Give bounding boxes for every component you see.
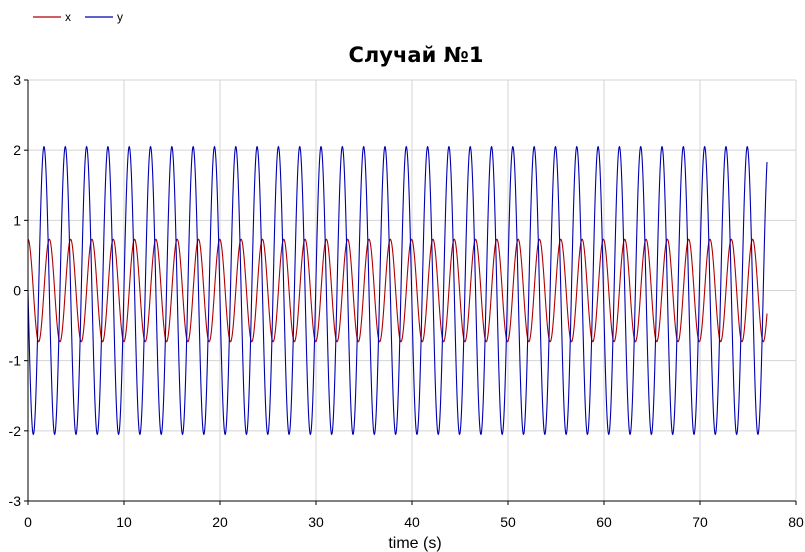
chart-title: Случай №1	[349, 43, 484, 67]
x-axis-ticks: 0 10 20 30 40 50 60 70 80	[24, 501, 804, 530]
y-axis-ticks: 3 2 1 0 -1 -2 -3	[9, 72, 28, 509]
legend-label-y: y	[117, 10, 123, 24]
y-tick-label: 0	[13, 283, 21, 299]
y-tick-label: -1	[9, 353, 22, 369]
series-line-x	[27, 238, 768, 343]
y-tick-label: -3	[9, 493, 22, 509]
x-tick-label: 10	[116, 514, 132, 530]
x-tick-label: 20	[212, 514, 228, 530]
y-tick-label: 3	[13, 72, 21, 88]
x-tick-label: 70	[692, 514, 708, 530]
x-tick-label: 0	[24, 514, 32, 530]
y-tick-label: 2	[13, 142, 21, 158]
legend-label-x: x	[65, 10, 71, 24]
series-group	[27, 145, 768, 436]
x-axis-label: time (s)	[388, 535, 441, 552]
x-tick-label: 50	[500, 514, 516, 530]
x-tick-label: 30	[308, 514, 324, 530]
x-tick-label: 80	[788, 514, 804, 530]
y-tick-label: -2	[9, 423, 22, 439]
x-tick-label: 40	[404, 514, 420, 530]
y-tick-label: 1	[13, 212, 21, 228]
x-tick-label: 60	[596, 514, 612, 530]
series-line-y	[27, 145, 768, 436]
